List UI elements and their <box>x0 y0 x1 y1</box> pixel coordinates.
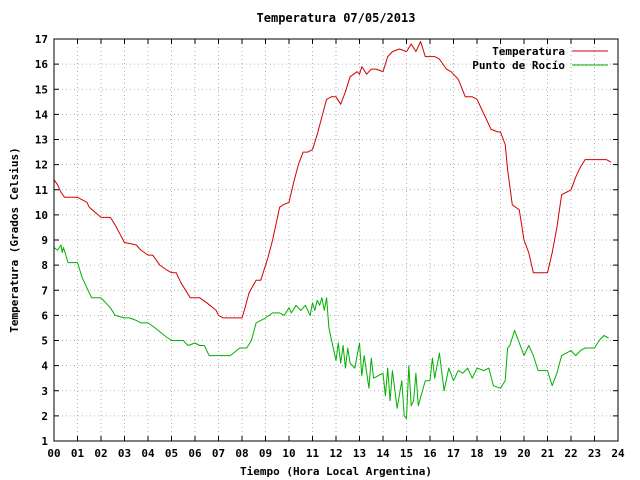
chart-title: Temperatura 07/05/2013 <box>257 11 416 25</box>
y-tick-label: 9 <box>41 234 48 247</box>
x-axis-label: Tiempo (Hora Local Argentina) <box>240 465 432 478</box>
y-tick-label: 6 <box>41 309 48 322</box>
y-tick-label: 15 <box>35 83 48 96</box>
y-tick-label: 11 <box>35 184 49 197</box>
y-tick-label: 5 <box>41 335 48 348</box>
series-line-punto-de-rocio <box>53 244 609 419</box>
y-tick-label: 16 <box>35 58 49 71</box>
x-tick-label: 00 <box>47 447 60 460</box>
legend-label: Punto de Rocío <box>472 59 565 72</box>
x-tick-label: 03 <box>118 447 131 460</box>
x-tick-label: 13 <box>353 447 366 460</box>
x-tick-label: 22 <box>564 447 577 460</box>
x-tick-label: 05 <box>165 447 178 460</box>
y-tick-label: 12 <box>35 159 48 172</box>
x-tick-label: 07 <box>212 447 225 460</box>
series-line-temperatura <box>53 41 612 319</box>
y-axis-label: Temperatura (Grados Celsius) <box>8 147 21 332</box>
x-tick-label: 14 <box>376 447 390 460</box>
y-tick-label: 2 <box>41 410 48 423</box>
y-tick-label: 3 <box>41 385 48 398</box>
y-tick-label: 14 <box>35 108 49 121</box>
legend-label: Temperatura <box>492 45 565 58</box>
x-tick-label: 06 <box>188 447 202 460</box>
grid-lines <box>54 39 618 441</box>
y-tick-label: 7 <box>41 284 48 297</box>
x-tick-label: 17 <box>447 447 460 460</box>
x-tick-label: 21 <box>541 447 555 460</box>
x-tick-label: 12 <box>329 447 342 460</box>
x-tick-label: 18 <box>470 447 483 460</box>
y-tick-label: 17 <box>35 33 48 46</box>
y-tick-label: 13 <box>35 134 48 147</box>
x-tick-label: 11 <box>306 447 320 460</box>
x-tick-label: 19 <box>494 447 507 460</box>
x-tick-label: 01 <box>71 447 85 460</box>
y-tick-label: 4 <box>41 360 48 373</box>
y-tick-label: 10 <box>35 209 48 222</box>
x-tick-label: 02 <box>94 447 107 460</box>
x-tick-label: 04 <box>141 447 155 460</box>
x-tick-label: 20 <box>517 447 530 460</box>
x-tick-label: 15 <box>400 447 413 460</box>
x-tick-label: 09 <box>259 447 272 460</box>
x-tick-label: 24 <box>611 447 625 460</box>
x-tick-label: 16 <box>423 447 437 460</box>
x-tick-label: 23 <box>588 447 601 460</box>
series-lines <box>53 41 612 419</box>
x-tick-label: 08 <box>235 447 248 460</box>
y-tick-label: 1 <box>41 435 48 448</box>
y-tick-label: 8 <box>41 259 48 272</box>
axis-ticks: 00 01 02 03 04 05 06 07 08 09 10 11 12 13 14 15 16 17 18 19… <box>35 33 625 460</box>
x-tick-label: 10 <box>282 447 295 460</box>
